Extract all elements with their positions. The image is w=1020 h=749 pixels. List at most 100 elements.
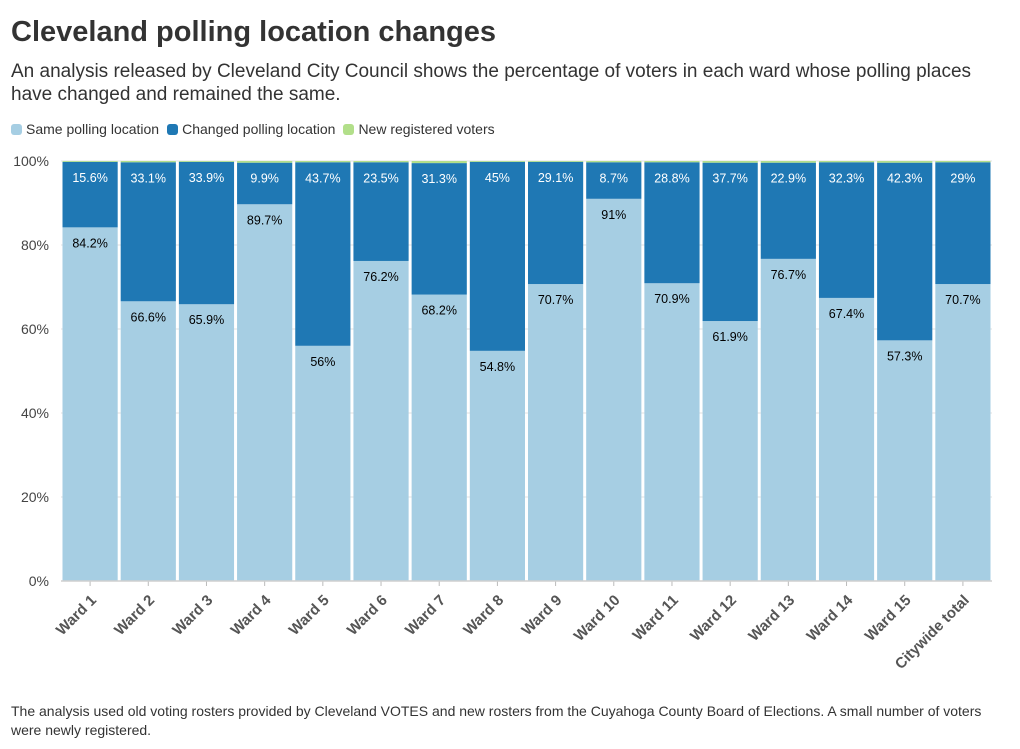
- data-label-same-3: 65.9%: [189, 313, 224, 327]
- data-label-same-5: 56%: [310, 355, 335, 369]
- x-tick-label-8: Ward 8: [460, 592, 507, 639]
- bar-segment-changed-13: [760, 162, 816, 259]
- bar-segment-same-9: [528, 284, 584, 581]
- data-label-same-7: 68.2%: [421, 304, 456, 318]
- data-label-changed-5: 43.7%: [305, 171, 340, 185]
- bar-segment-changed-12: [702, 162, 758, 322]
- y-tick-label-80: 80%: [21, 237, 49, 253]
- bar-segment-same-16: [935, 284, 991, 581]
- data-label-changed-15: 42.3%: [887, 172, 922, 186]
- legend-item-new[interactable]: New registered voters: [343, 121, 495, 137]
- bar-segment-same-5: [295, 345, 351, 581]
- legend-swatch-new: [343, 123, 355, 135]
- data-label-same-12: 61.9%: [712, 330, 747, 344]
- bar-segment-new-2: [120, 161, 176, 163]
- legend-label-changed: Changed polling location: [182, 121, 336, 137]
- x-tick-label-12: Ward 12: [687, 592, 740, 645]
- data-label-changed-14: 32.3%: [829, 171, 864, 185]
- legend-label-new: New registered voters: [358, 121, 495, 137]
- x-tick-label-6: Ward 6: [344, 592, 391, 639]
- bar-segment-new-5: [295, 161, 351, 163]
- data-label-changed-6: 23.5%: [363, 171, 398, 185]
- data-label-same-11: 70.9%: [654, 292, 689, 306]
- bar-segment-same-10: [586, 198, 642, 582]
- data-label-changed-11: 28.8%: [654, 171, 689, 185]
- bar-segment-new-10: [586, 161, 642, 163]
- bar-segment-new-13: [760, 161, 816, 163]
- bar-segment-new-15: [877, 161, 933, 163]
- bar-segment-changed-11: [644, 162, 700, 284]
- data-label-same-15: 57.3%: [887, 349, 922, 363]
- bar-segment-changed-3: [178, 161, 235, 305]
- bar-segment-same-11: [644, 283, 700, 581]
- bar-segment-new-6: [353, 161, 409, 163]
- bar-segment-changed-8: [469, 161, 525, 351]
- y-tick-label-40: 40%: [21, 405, 49, 421]
- data-label-changed-12: 37.7%: [712, 172, 747, 186]
- x-tick-label-10: Ward 10: [571, 592, 624, 645]
- x-tick-label-1: Ward 1: [53, 592, 100, 639]
- bar-segment-changed-16: [935, 162, 991, 285]
- data-label-changed-1: 15.6%: [72, 171, 107, 185]
- bar-segment-changed-6: [353, 162, 409, 261]
- stacked-bar-chart: 0% 20% 40% 60% 80% 100% 84.2% 15.6% Ward 1 66.6% 3…: [13, 153, 992, 673]
- data-label-changed-9: 29.1%: [538, 171, 573, 185]
- x-tick-label-2: Ward 2: [111, 592, 158, 639]
- bar-segment-changed-7: [411, 163, 467, 295]
- data-label-same-4: 89.7%: [247, 213, 282, 227]
- data-label-changed-16: 29%: [950, 171, 975, 185]
- x-tick-label-13: Ward 13: [745, 592, 798, 645]
- bar-segment-changed-2: [120, 162, 176, 302]
- bar-segment-new-7: [411, 161, 467, 164]
- bar-segment-changed-5: [295, 162, 351, 346]
- x-tick-label-4: Ward 4: [227, 591, 274, 638]
- x-tick-label-3: Ward 3: [169, 592, 216, 639]
- y-tick-label-0: 0%: [29, 573, 49, 589]
- bar-segment-new-16: [935, 161, 991, 163]
- bar-segment-same-2: [120, 301, 176, 581]
- legend: Same polling location Changed polling lo…: [11, 121, 495, 137]
- bar-segment-same-14: [818, 297, 875, 581]
- bar-segment-same-12: [702, 321, 758, 581]
- data-label-same-2: 66.6%: [131, 310, 166, 324]
- data-label-changed-2: 33.1%: [131, 171, 166, 185]
- bar-segment-new-4: [237, 161, 293, 163]
- x-tick-label-7: Ward 7: [402, 592, 449, 639]
- x-tick-label-11: Ward 11: [629, 592, 681, 644]
- bar-segment-new-12: [702, 161, 758, 163]
- data-label-same-8: 54.8%: [480, 360, 515, 374]
- bar-segment-changed-14: [818, 162, 875, 298]
- legend-item-same[interactable]: Same polling location: [11, 121, 159, 137]
- bar-segment-new-3: [178, 161, 235, 162]
- data-label-changed-8: 45%: [485, 171, 510, 185]
- x-tick-label-5: Ward 5: [286, 592, 333, 639]
- bar-segment-same-1: [62, 227, 118, 582]
- chart-title: Cleveland polling location changes: [11, 16, 497, 48]
- x-tick-label-9: Ward 9: [518, 592, 565, 639]
- bar-segment-changed-10: [586, 162, 642, 199]
- data-label-same-1: 84.2%: [72, 236, 107, 250]
- legend-item-changed[interactable]: Changed polling location: [167, 121, 335, 137]
- bar-segment-new-8: [469, 161, 525, 162]
- data-label-changed-10: 8.7%: [600, 171, 629, 185]
- legend-swatch-same: [11, 123, 22, 135]
- bar-segment-changed-1: [62, 161, 118, 228]
- data-label-changed-3: 33.9%: [189, 171, 224, 185]
- legend-swatch-changed: [167, 123, 179, 135]
- data-label-changed-13: 22.9%: [771, 172, 806, 186]
- data-label-same-6: 76.2%: [363, 270, 398, 284]
- bar-segment-new-9: [528, 161, 584, 162]
- x-tick-label-15: Ward 15: [862, 592, 915, 645]
- bar-segment-same-7: [411, 294, 467, 581]
- bar-segment-new-1: [62, 161, 118, 162]
- bar-segment-same-8: [469, 350, 525, 581]
- bar-segment-same-3: [178, 304, 235, 581]
- data-label-changed-7: 31.3%: [421, 172, 456, 186]
- bar-segment-same-6: [353, 260, 409, 581]
- data-label-changed-4: 9.9%: [250, 172, 279, 186]
- data-label-same-10: 91%: [601, 208, 626, 222]
- bar-segment-changed-9: [528, 161, 584, 285]
- bar-segment-changed-15: [877, 162, 933, 341]
- y-tick-label-100: 100%: [13, 153, 49, 169]
- bar-segment-same-4: [237, 204, 293, 581]
